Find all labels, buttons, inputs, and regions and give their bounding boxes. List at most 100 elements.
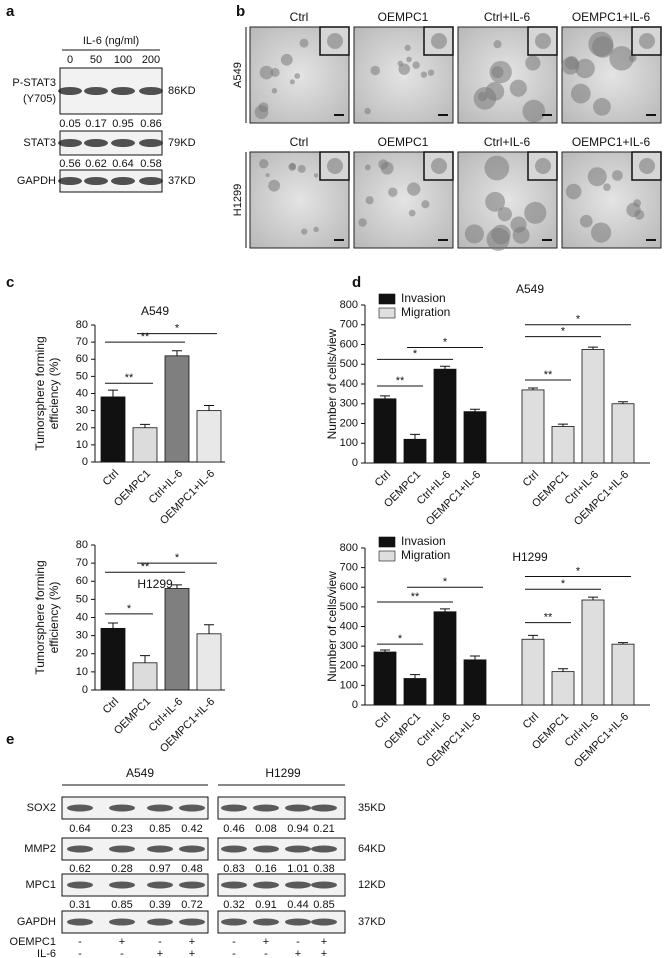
sphere — [427, 69, 435, 76]
y-tick-label: 80 — [76, 539, 88, 551]
y-tick-label: 300 — [340, 398, 358, 410]
bar — [551, 426, 575, 464]
bar — [463, 411, 487, 464]
sphere — [259, 65, 274, 80]
sphere — [464, 224, 484, 244]
sphere — [288, 163, 296, 171]
y-tick-label: 600 — [340, 338, 358, 350]
bar — [373, 651, 397, 706]
column-title: Ctrl — [290, 10, 309, 24]
sphere — [280, 53, 293, 66]
significance-label: * — [561, 578, 566, 590]
blot-band — [221, 845, 247, 853]
condition-sign: + — [321, 948, 327, 958]
significance-label: * — [561, 326, 566, 338]
sphere — [294, 73, 301, 79]
bar — [581, 349, 605, 464]
sphere — [493, 40, 502, 49]
size-label: 79KD — [168, 137, 196, 149]
protein-label: P-STAT3 — [12, 77, 56, 89]
significance-label: ** — [544, 611, 553, 623]
panel-label: b — [236, 3, 245, 20]
group-header: H1299 — [265, 766, 301, 780]
blot-band — [179, 881, 205, 889]
inset-sphere — [327, 158, 343, 174]
legend-label: Invasion — [401, 534, 446, 548]
error-bar — [172, 350, 182, 356]
blot-band — [139, 139, 163, 147]
condition-sign: - — [232, 936, 236, 948]
panel-label: d — [352, 274, 361, 291]
significance-label: * — [175, 322, 180, 334]
sphere — [364, 164, 371, 171]
x-tick-label: Ctrl — [521, 711, 542, 732]
inset-sphere — [639, 33, 655, 49]
chart-title: A549 — [141, 304, 169, 318]
sphere — [587, 167, 607, 187]
blot-box — [217, 837, 346, 861]
bar — [521, 638, 545, 706]
column-title: OEMPC1 — [378, 135, 429, 149]
y-tick-label: 50 — [76, 593, 88, 605]
bar — [132, 662, 158, 691]
sphere — [491, 66, 504, 79]
quant-label: 0.56 — [59, 158, 80, 170]
blot-band — [311, 881, 337, 889]
error-bar — [204, 624, 214, 634]
treatment-label: IL-6 (ng/ml) — [83, 35, 139, 47]
y-tick-label: 40 — [76, 611, 88, 623]
sphere — [297, 164, 306, 173]
quant-label: 0.08 — [255, 823, 276, 835]
x-tick-label: OEMPC1+IL-6 — [572, 711, 631, 770]
sphere — [313, 173, 319, 178]
inset-sphere — [431, 158, 447, 174]
sphere — [358, 218, 367, 227]
sphere — [575, 58, 595, 79]
significance-label: ** — [141, 331, 150, 343]
inset-sphere — [639, 158, 655, 174]
bar — [196, 633, 222, 691]
sphere — [420, 71, 428, 78]
significance-label: ** — [141, 561, 150, 573]
condition-label: IL-6 — [37, 948, 56, 958]
blot-band — [147, 881, 173, 889]
condition-sign: - — [78, 948, 82, 958]
blot-band — [253, 804, 279, 812]
blot-band — [147, 804, 173, 812]
sphere — [497, 207, 512, 222]
chart-title: H1299 — [512, 550, 548, 564]
error-bar — [588, 596, 598, 601]
blot-band — [109, 918, 135, 926]
bar — [581, 599, 605, 706]
quant-label: 0.64 — [112, 158, 133, 170]
blot-band — [253, 918, 279, 926]
sphere — [561, 56, 580, 75]
size-label: 35KD — [358, 802, 386, 814]
quant-label: 0.39 — [149, 899, 170, 911]
protein-label: MMP2 — [24, 843, 56, 855]
chart-title: A549 — [516, 282, 544, 296]
sphere — [406, 56, 412, 63]
legend-swatch — [378, 293, 396, 305]
bar — [100, 396, 126, 463]
quant-label: 0.85 — [149, 823, 170, 835]
x-tick-label: Ctrl — [101, 468, 122, 489]
sphere — [579, 214, 593, 228]
sphere — [299, 38, 309, 48]
condition-sign: + — [119, 936, 125, 948]
blot-band — [111, 177, 135, 185]
legend-swatch — [378, 307, 396, 319]
quant-label: 0.38 — [313, 863, 334, 875]
y-tick-label: 70 — [76, 557, 88, 569]
y-tick-label: 60 — [76, 353, 88, 365]
y-axis-label: Number of cells/view — [325, 571, 339, 682]
sphere — [313, 226, 319, 233]
significance-label: * — [443, 336, 448, 348]
blot-band — [311, 845, 337, 853]
y-axis-label: Tumorsphere forming — [33, 560, 47, 674]
bar — [403, 438, 427, 464]
blot-band — [311, 804, 337, 812]
y-tick-label: 100 — [340, 679, 358, 691]
y-tick-label: 400 — [340, 378, 358, 390]
x-tick-label: Ctrl — [101, 696, 122, 717]
